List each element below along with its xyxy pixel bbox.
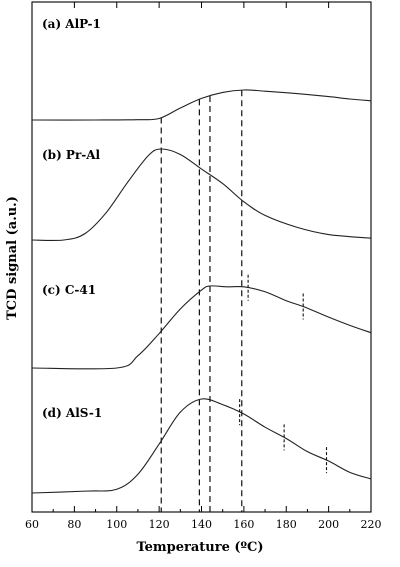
x-tick-label-180: 180 [276,518,297,531]
series-line-3 [31,285,372,370]
peak-marks [239,274,328,474]
x-tick-label-140: 140 [191,518,212,531]
x-tick-label-200: 200 [318,518,339,531]
x-axis-label: Temperature (ºC) [136,540,263,555]
series-line-2 [31,148,372,242]
y-axis-label: TCD signal (a.u.) [5,196,20,320]
series-label-4: (d) AlS-1 [42,406,102,420]
series-label-1: (a) AlP-1 [42,17,101,31]
x-axis-ticks [31,2,372,512]
reference-lines [160,90,243,512]
x-tick-label-100: 100 [106,518,127,531]
x-axis-tick-labels: 60 80 100 120 140 160 180 200 220 [25,518,382,531]
series-label-2: (b) Pr-Al [42,148,101,162]
x-tick-label-220: 220 [361,518,382,531]
x-tick-label-120: 120 [149,518,170,531]
x-tick-label-160: 160 [233,518,254,531]
series-line-1 [31,89,372,121]
x-tick-label-80: 80 [67,518,81,531]
x-tick-label-60: 60 [25,518,39,531]
plot-frame [31,1,372,513]
series-line-4 [31,398,372,494]
curves [31,89,372,494]
panel-labels: (a) AlP-1 (b) Pr-Al (c) C-41 (d) AlS-1 [42,17,102,420]
series-label-3: (c) C-41 [42,283,96,297]
